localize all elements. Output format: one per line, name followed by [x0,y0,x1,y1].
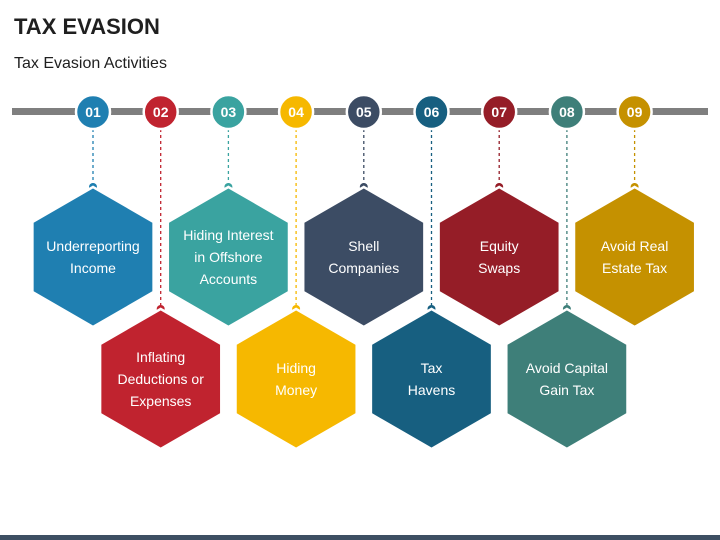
step-hexagon [572,185,697,329]
step-number-circle [548,93,586,131]
step-label: Hiding Interest in Offshore Accounts [183,227,273,287]
step-number-circle [277,93,315,131]
page-subtitle: Tax Evasion Activities [14,55,167,72]
step-number-circle [345,93,383,131]
step-number: 03 [221,104,237,120]
step-number-circle [616,93,653,131]
page-title: TAX EVASION [14,14,160,39]
step-hexagon [505,307,629,451]
step-label-line: Swaps [478,260,520,276]
step-label-line: Money [275,382,317,398]
step-label-line: Hiding [276,360,316,376]
step-number: 02 [153,104,169,120]
step-hexagon [437,185,562,329]
step-03: 03 Hiding Interest in Offshore Accounts [166,93,291,329]
step-08: 08 Avoid Capital Gain Tax [505,93,629,451]
step-label-line: Avoid Capital [526,360,608,376]
step-label-line: Hiding Interest [183,227,273,243]
step-label: Avoid Real Estate Tax [601,238,668,276]
step-06: 06 Tax Havens [369,93,494,451]
step-label-line: Underreporting [46,238,139,254]
step-label: Underreporting Income [46,238,139,276]
step-01: 01 Underreporting Income [31,93,155,329]
step-hexagon [301,185,426,329]
step-hexagon [234,307,358,451]
step-hexagon [369,307,494,451]
step-label-line: Equity [480,238,519,254]
step-label: Shell Companies [328,238,399,276]
step-number: 07 [491,104,507,120]
step-number-circle [142,93,179,131]
step-label-line: Accounts [200,271,258,287]
step-hexagon [166,185,291,329]
step-number: 06 [424,104,440,120]
step-label-line: Avoid Real [601,238,668,254]
step-label-line: Tax [421,360,443,376]
step-label-line: Income [70,260,116,276]
step-label: Tax Havens [408,360,455,398]
step-label: Inflating Deductions or Expenses [118,349,205,409]
step-02: 02 Inflating Deductions or Expenses [98,93,223,451]
step-label-line: Gain Tax [539,382,594,398]
step-label-line: Expenses [130,393,191,409]
step-label: Hiding Money [275,360,317,398]
step-09: 09 Avoid Real Estate Tax [572,93,697,329]
step-label-line: in Offshore [194,249,262,265]
step-label-line: Havens [408,382,455,398]
step-label-line: Companies [328,260,399,276]
step-number: 01 [85,104,101,120]
bottom-bar [0,535,720,540]
step-05: 05 Shell Companies [301,93,426,329]
step-number: 05 [356,104,372,120]
step-label: Equity Swaps [478,238,520,276]
step-07: 07 Equity Swaps [437,93,562,329]
step-label-line: Inflating [136,349,185,365]
step-number-circle [480,93,518,131]
step-label-line: Estate Tax [602,260,667,276]
step-number: 04 [288,104,304,120]
step-04: 04 Hiding Money [234,93,358,451]
step-hexagon [98,307,223,451]
step-number-circle [74,93,112,131]
step-label-line: Deductions or [118,371,205,387]
step-label: Avoid Capital Gain Tax [526,360,608,398]
step-number-circle [210,93,247,131]
step-label-line: Shell [348,238,379,254]
step-number: 08 [559,104,575,120]
step-number: 09 [627,104,643,120]
step-hexagon [31,185,155,329]
step-number-circle [413,93,450,131]
